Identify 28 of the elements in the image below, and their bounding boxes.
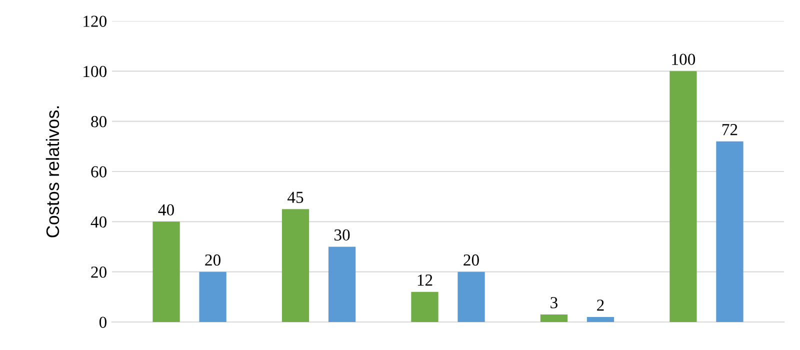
bar — [328, 246, 356, 322]
data-label: 40 — [158, 204, 174, 216]
bar — [540, 314, 568, 322]
data-label: 12 — [418, 274, 432, 286]
y-tick-label: 100 — [84, 66, 107, 78]
y-tick-label: 20 — [91, 266, 107, 278]
bar — [716, 141, 744, 322]
data-label: 100 — [672, 54, 696, 66]
data-label: 30 — [334, 229, 350, 241]
data-label: 20 — [464, 254, 479, 266]
bar — [458, 272, 485, 322]
bar — [586, 316, 614, 322]
y-tick-label: 60 — [91, 166, 107, 178]
data-label: 3 — [550, 297, 558, 308]
data-label: 2 — [597, 300, 604, 311]
y-axis-title: Costos relativos. — [46, 106, 60, 238]
y-tick-label: 40 — [90, 216, 107, 228]
data-label: 20 — [205, 254, 220, 266]
bar — [670, 71, 697, 322]
y-tick-label: 80 — [91, 116, 107, 128]
y-tick-label: 120 — [84, 16, 107, 27]
bar — [199, 272, 226, 322]
bar — [282, 209, 310, 322]
bar — [152, 222, 180, 322]
data-label: 72 — [722, 124, 738, 136]
bar — [411, 292, 438, 322]
data-label: 45 — [288, 192, 304, 203]
y-tick-label: 0 — [99, 316, 107, 328]
